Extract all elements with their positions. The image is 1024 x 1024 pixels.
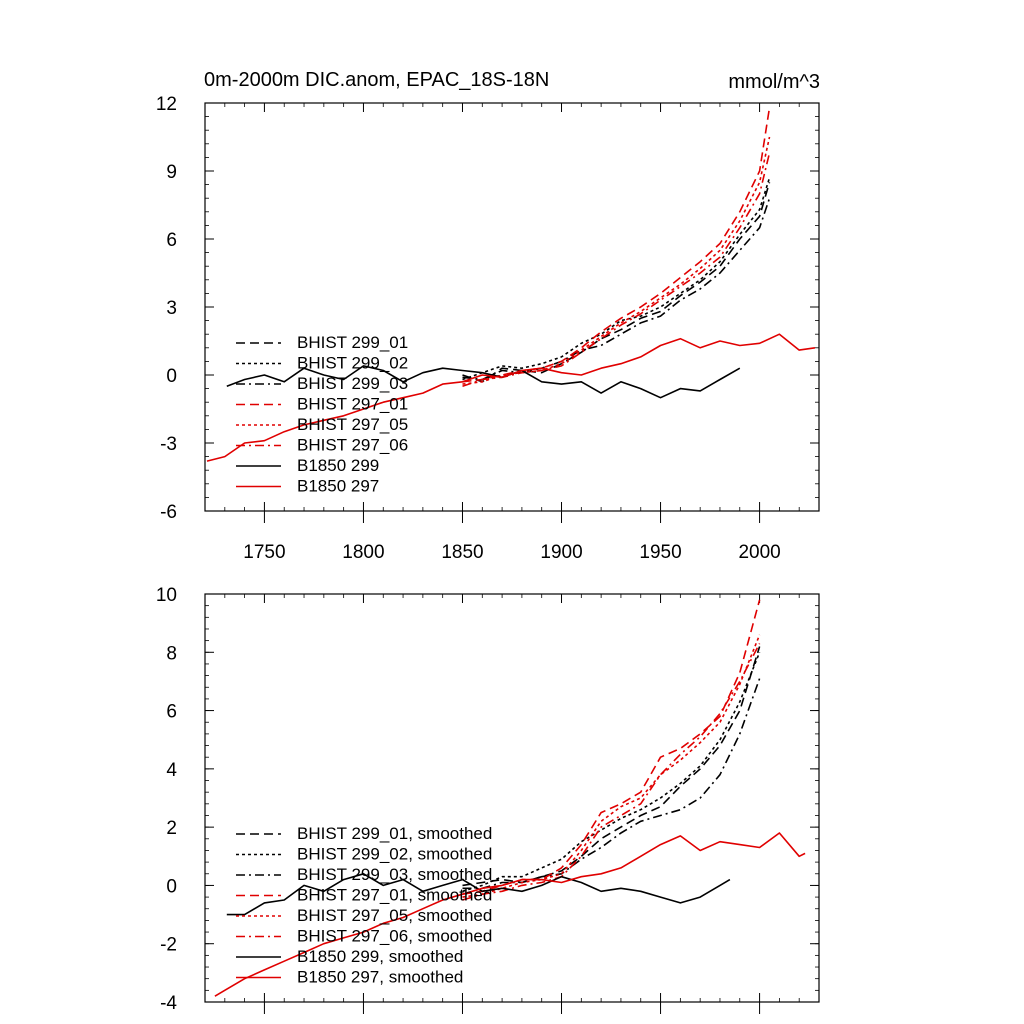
bottom-ytick-label: 6 bbox=[166, 702, 177, 723]
bottom-legend: BHIST 299_01, smoothed BHIST 299_02, smoo… bbox=[236, 824, 492, 987]
top-series-bhist-297-06 bbox=[462, 152, 771, 388]
top-xtick-label: 1750 bbox=[243, 542, 285, 563]
top-xtick-label: 1900 bbox=[540, 542, 582, 563]
top-xtick-label: 1800 bbox=[342, 542, 384, 563]
bottom-ytick-label: -2 bbox=[160, 935, 177, 956]
top-ytick-label: -3 bbox=[160, 434, 177, 455]
top-legend-label: B1850 299 bbox=[297, 456, 379, 475]
top-legend-label: B1850 297 bbox=[297, 477, 379, 496]
top-series-b1850-299 bbox=[226, 365, 741, 399]
top-series-bhist-299-03 bbox=[462, 197, 771, 381]
top-series-b1850-297 bbox=[206, 333, 816, 462]
bottom-legend-label: B1850 297, smoothed bbox=[297, 968, 463, 987]
bottom-series-bhist-297-06-smoothed bbox=[462, 643, 761, 901]
top-ytick-label: 6 bbox=[166, 230, 177, 251]
top-series-bhist-297-01 bbox=[462, 107, 771, 383]
bottom-legend-label: BHIST 299_02, smoothed bbox=[297, 845, 492, 864]
top-panel: 0m-2000m DIC.anom, EPAC_18S-18N mmol/m^3… bbox=[156, 69, 820, 563]
bottom-series-bhist-299-01-smoothed bbox=[462, 646, 761, 887]
bottom-legend-label: B1850 299, smoothed bbox=[297, 947, 463, 966]
top-series-group bbox=[206, 107, 816, 462]
top-ytick-label: 0 bbox=[166, 366, 177, 387]
bottom-series-bhist-299-02-smoothed bbox=[462, 652, 761, 893]
bottom-ytick-label: -4 bbox=[160, 993, 177, 1014]
bottom-ytick-label: 0 bbox=[166, 876, 177, 897]
top-ytick-label: 3 bbox=[166, 298, 177, 319]
top-ytick-label: -6 bbox=[160, 502, 177, 523]
top-xtick-label: 1950 bbox=[639, 542, 681, 563]
bottom-ytick-label: 4 bbox=[166, 760, 177, 781]
bottom-ytick-label: 10 bbox=[156, 585, 177, 606]
bottom-ytick-label: 2 bbox=[166, 818, 177, 839]
bottom-series-bhist-297-05-smoothed bbox=[462, 634, 761, 898]
top-xtick-label: 1850 bbox=[441, 542, 483, 563]
top-series-bhist-299-02 bbox=[462, 177, 771, 381]
bottom-legend-label: BHIST 297_06, smoothed bbox=[297, 927, 492, 946]
top-chart-title: 0m-2000m DIC.anom, EPAC_18S-18N bbox=[204, 69, 549, 91]
bottom-legend-label: BHIST 299_03, smoothed bbox=[297, 865, 492, 884]
bottom-legend-label: BHIST 299_01, smoothed bbox=[297, 824, 492, 843]
top-xtick-label: 2000 bbox=[738, 542, 780, 563]
top-legend-label: BHIST 299_02 bbox=[297, 354, 408, 373]
top-chart-units: mmol/m^3 bbox=[728, 71, 820, 93]
top-series-bhist-299-01 bbox=[462, 182, 771, 383]
bottom-axis-ticks: -4 -2 0 2 4 6 8 10 bbox=[156, 585, 820, 1014]
top-legend-label: BHIST 297_05 bbox=[297, 415, 408, 434]
bottom-ytick-label: 8 bbox=[166, 643, 177, 664]
top-legend-label: BHIST 299_03 bbox=[297, 374, 408, 393]
top-legend-label: BHIST 297_06 bbox=[297, 436, 408, 455]
bottom-legend-label: BHIST 297_01, smoothed bbox=[297, 886, 492, 905]
bottom-series-b1850-299-smoothed bbox=[226, 872, 731, 916]
bottom-series-group bbox=[214, 599, 806, 997]
top-legend-label: BHIST 297_01 bbox=[297, 395, 408, 414]
top-axis-ticks: -6 -3 0 3 6 9 12 1750 1800 1850 1900 1950 2000 bbox=[156, 94, 820, 563]
bottom-series-b1850-297-smoothed bbox=[214, 832, 806, 997]
bottom-plot-frame bbox=[204, 593, 820, 1003]
top-ytick-label: 12 bbox=[156, 94, 177, 115]
top-legend-label: BHIST 299_01 bbox=[297, 333, 408, 352]
top-ytick-label: 9 bbox=[166, 162, 177, 183]
bottom-legend-label: BHIST 297_05, smoothed bbox=[297, 906, 492, 925]
bottom-series-bhist-299-03-smoothed bbox=[462, 678, 761, 890]
bottom-series-bhist-297-01-smoothed bbox=[462, 599, 761, 895]
